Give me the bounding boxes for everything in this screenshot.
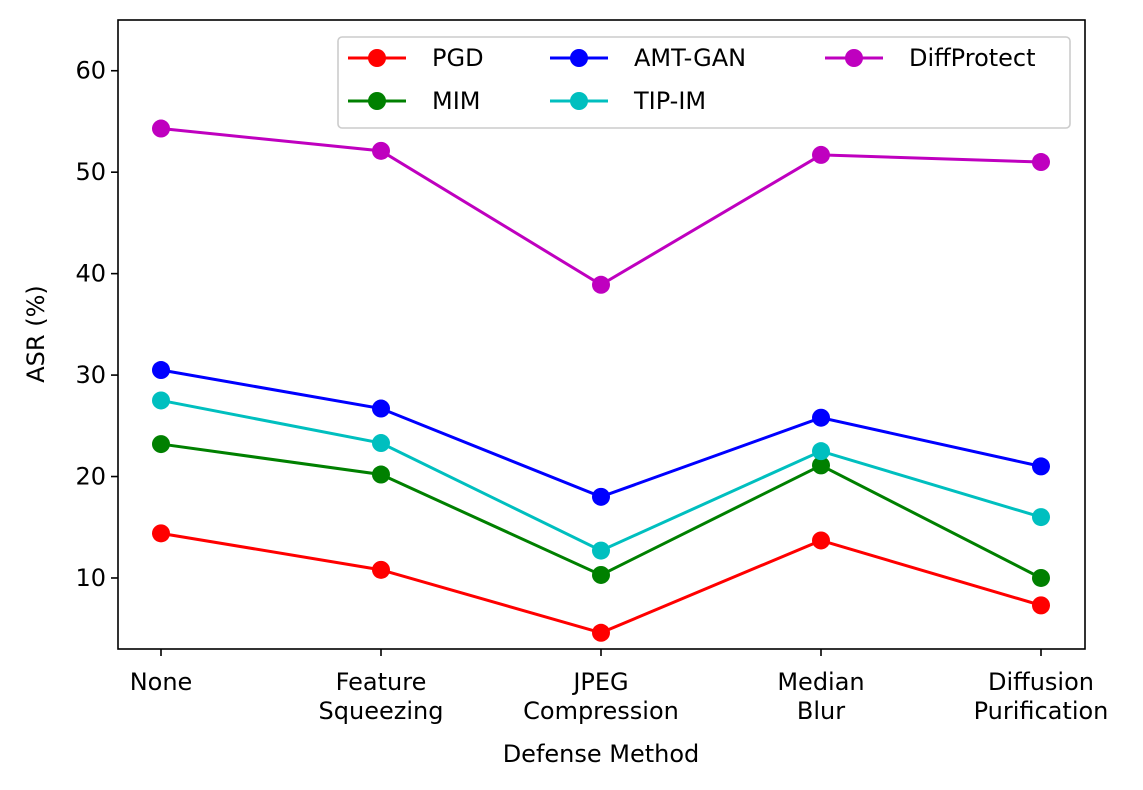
x-tick-label: Median [777,668,864,696]
data-point-diffprotect [812,145,830,164]
legend-swatch-marker [368,49,386,67]
y-axis-label: ASR (%) [22,285,50,383]
data-point-amt-gan [812,408,830,427]
y-tick-label: 60 [75,57,106,85]
legend-swatch-marker [570,49,588,67]
data-point-tip-im [812,442,830,461]
legend-swatch-marker [368,92,386,110]
x-tick-label: Blur [797,697,845,725]
data-point-mim [592,565,610,584]
data-point-pgd [372,560,390,579]
x-tick-label: Compression [523,697,679,725]
y-tick-label: 30 [75,361,106,389]
legend-label: MIM [432,87,481,115]
data-point-mim [152,435,170,454]
data-point-tip-im [592,541,610,560]
x-tick-label: Diffusion [988,668,1094,696]
legend-swatch-marker [845,49,863,67]
data-point-mim [1032,568,1050,587]
series-line-tip-im [160,398,1042,553]
data-point-amt-gan [592,487,610,506]
data-point-amt-gan [152,361,170,380]
data-point-pgd [1032,596,1050,615]
data-point-diffprotect [152,119,170,138]
x-tick-label: Purification [974,697,1109,725]
data-point-amt-gan [1032,457,1050,476]
legend-swatch-marker [570,92,588,110]
data-point-amt-gan [372,399,390,418]
data-point-diffprotect [592,275,610,294]
data-point-pgd [812,531,830,550]
y-tick-label: 50 [75,158,106,186]
x-tick-label: None [130,668,193,696]
data-point-pgd [152,524,170,543]
y-tick-label: 20 [75,463,106,491]
data-point-tip-im [372,434,390,453]
data-point-mim [812,456,830,475]
y-tick-label: 10 [75,564,106,592]
data-point-diffprotect [1032,153,1050,172]
x-tick-label: Feature [336,668,427,696]
legend: PGD MIM AMT-GAN TIP-IM DiffProtect [337,36,1071,129]
data-point-tip-im [1032,508,1050,527]
y-tick-label: 40 [75,260,106,288]
x-tick-label: JPEG [571,668,628,696]
x-tick-label: Squeezing [319,697,444,725]
legend-label: AMT-GAN [634,44,746,72]
data-point-pgd [592,623,610,642]
x-axis-label: Defense Method [503,740,700,768]
series-layer [152,119,1050,642]
legend-box [337,36,1071,129]
data-point-mim [372,465,390,484]
legend-label: TIP-IM [633,87,706,115]
legend-label: DiffProtect [909,44,1036,72]
data-point-tip-im [152,391,170,410]
series-line-diffprotect [160,127,1042,287]
data-point-diffprotect [372,141,390,160]
legend-label: PGD [432,44,484,72]
